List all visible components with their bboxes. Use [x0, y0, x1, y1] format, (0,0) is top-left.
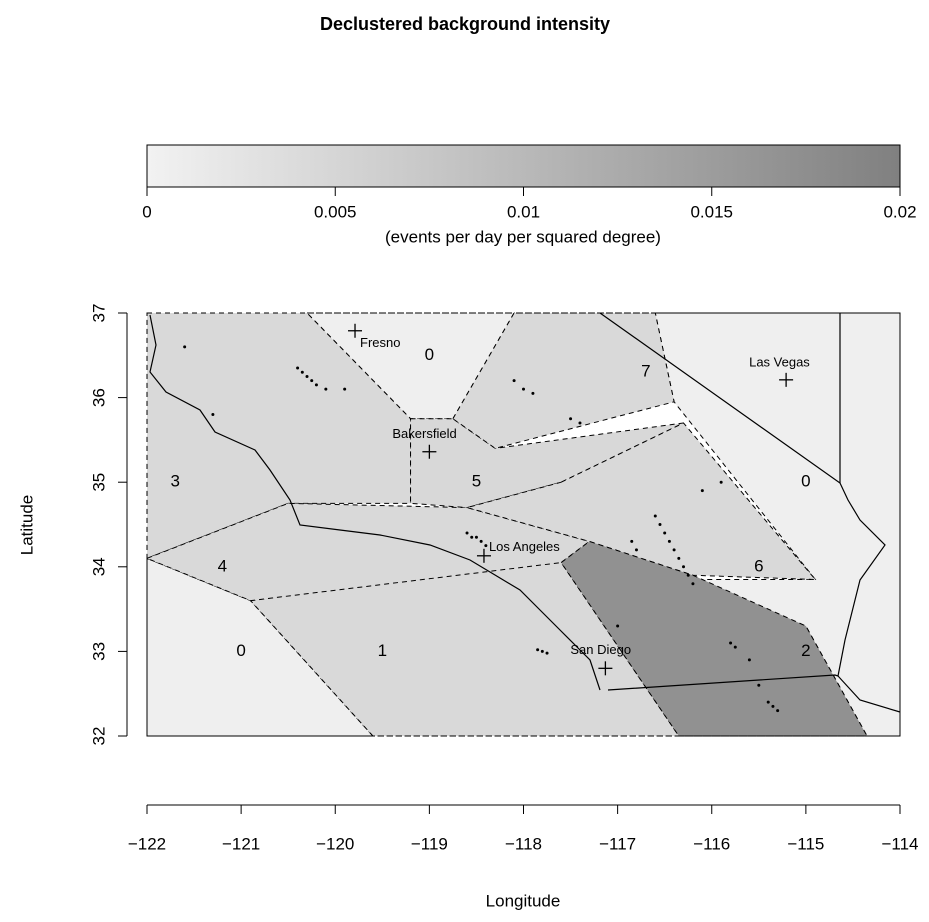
event [747, 658, 751, 662]
region [145, 502, 591, 602]
region-label: 4 [218, 556, 227, 575]
event [663, 531, 667, 535]
y-axis-label: Latitude [17, 495, 36, 556]
event [719, 480, 723, 484]
y-tick-label: 37 [89, 304, 108, 323]
event [324, 387, 328, 391]
event [700, 489, 704, 493]
coastline [149, 314, 601, 691]
event [729, 641, 733, 645]
event [766, 700, 770, 704]
event [733, 645, 737, 649]
event [578, 421, 582, 425]
colorbar-label: (events per day per squared degree) [385, 227, 661, 246]
event [569, 417, 573, 421]
event [536, 648, 540, 652]
x-tick-label: −116 [693, 834, 730, 853]
regions [145, 312, 901, 737]
colorbar-tick-label: 0.02 [883, 202, 916, 221]
colorbar-tick-label: 0.015 [690, 202, 733, 221]
event [512, 379, 516, 383]
x-axis-label: Longitude [486, 891, 561, 910]
event [682, 565, 686, 569]
region [654, 312, 901, 737]
region-label: 6 [754, 556, 763, 575]
x-tick-label: −117 [599, 834, 636, 853]
event [757, 683, 761, 687]
x-tick-label: −118 [505, 834, 542, 853]
region-label: 3 [171, 472, 180, 491]
region [146, 557, 375, 737]
region-label: 1 [378, 641, 387, 660]
events [183, 345, 780, 713]
colorbar-tick-label: 0.01 [507, 202, 540, 221]
city-label: Los Angeles [489, 539, 560, 554]
x-tick-label: −115 [787, 834, 824, 853]
region-label: 0 [801, 472, 810, 491]
event [667, 539, 671, 543]
event [630, 539, 634, 543]
x-tick-label: −122 [128, 834, 166, 853]
event [300, 370, 304, 374]
city-label: San Diego [570, 642, 631, 657]
event [343, 387, 347, 391]
region [560, 540, 868, 737]
event [540, 649, 544, 653]
event [211, 413, 215, 417]
event [474, 535, 478, 539]
event [653, 514, 657, 518]
event [305, 374, 309, 378]
city-label: Las Vegas [749, 354, 810, 369]
colorbar-tick-label: 0 [142, 202, 151, 221]
event [771, 704, 775, 708]
event [310, 379, 314, 383]
region-label: 7 [641, 362, 650, 381]
event [616, 624, 620, 628]
colorbar-tick-label: 0.005 [314, 202, 357, 221]
event [296, 366, 300, 370]
event [686, 573, 690, 577]
event [691, 582, 695, 586]
event [470, 535, 474, 539]
x-tick-label: −120 [316, 834, 354, 853]
region-label: 5 [472, 472, 481, 491]
event [479, 539, 483, 543]
y-tick-label: 34 [89, 557, 108, 576]
plot-frame [146, 312, 901, 737]
event [531, 391, 535, 395]
geography [149, 312, 901, 713]
y-tick-label: 32 [89, 727, 108, 746]
event [658, 523, 662, 526]
event [465, 531, 469, 535]
y-tick-label: 33 [89, 642, 108, 661]
event [634, 548, 638, 552]
event [776, 709, 780, 713]
region-label: 0 [425, 345, 434, 364]
x-tick-label: −121 [222, 834, 260, 853]
chart-title: Declustered background intensity [320, 14, 610, 34]
event [672, 548, 676, 552]
event [183, 345, 187, 349]
city-label: Fresno [360, 335, 400, 350]
x-tick-label: −114 [881, 834, 918, 853]
event [522, 387, 525, 391]
region [452, 312, 675, 449]
event [484, 544, 488, 548]
y-tick-label: 35 [89, 473, 108, 492]
event [545, 651, 549, 655]
colorbar [146, 144, 901, 188]
state-border [599, 312, 901, 713]
x-tick-label: −119 [411, 834, 448, 853]
y-tick-label: 36 [89, 388, 108, 407]
event [677, 556, 681, 560]
region-label: 0 [236, 641, 245, 660]
city-label: Bakersfield [392, 426, 456, 441]
national-border [607, 674, 839, 691]
event [314, 383, 318, 387]
region-label: 2 [801, 641, 810, 660]
